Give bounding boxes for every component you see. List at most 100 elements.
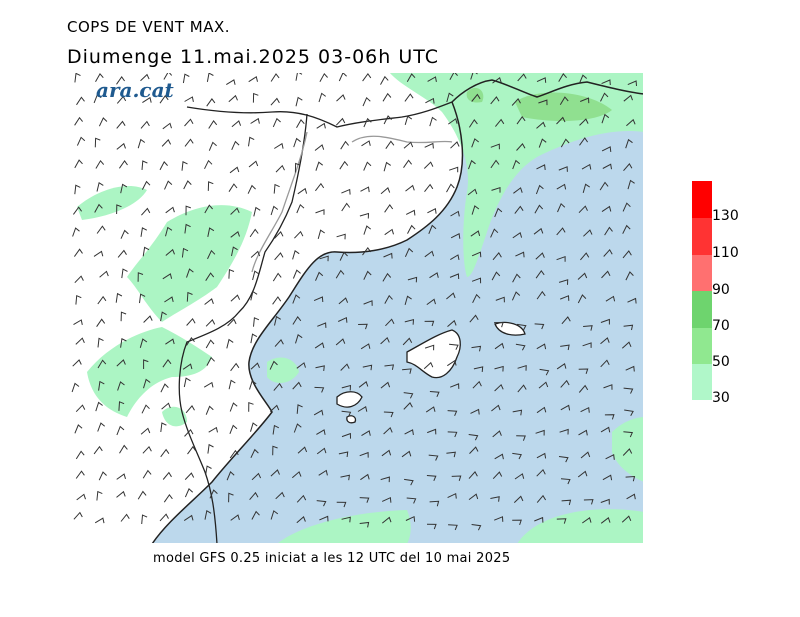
wind-barb (94, 203, 103, 213)
balearic-islands (336, 321, 526, 424)
wind-barb (253, 206, 261, 217)
wind-barb (381, 496, 392, 503)
wind-barb (623, 387, 634, 394)
wind-barb (360, 473, 370, 481)
wind-barb (512, 159, 521, 170)
wind-barb (577, 294, 587, 304)
wind-barb (96, 490, 103, 501)
wind-barb (250, 117, 260, 124)
wind-barb (140, 427, 151, 435)
wind-barb (447, 359, 457, 367)
wind-barb (357, 406, 368, 412)
wind-barb (186, 291, 193, 302)
wind-barb (96, 182, 104, 192)
ara-cat-logo: ara.cat (96, 78, 174, 102)
wind-barb (472, 293, 481, 304)
wind-barb (622, 448, 633, 456)
wind-barb (625, 138, 633, 149)
wind-barb (116, 120, 126, 129)
wind-barb (427, 208, 437, 214)
wind-barb (404, 295, 412, 306)
wind-barb (536, 343, 547, 350)
gust-zone-west-2 (127, 205, 252, 322)
wind-barb (492, 76, 502, 84)
wind-barb (494, 453, 504, 460)
wind-barb (274, 252, 284, 261)
wind-barb (578, 384, 589, 393)
wind-barb (577, 272, 588, 280)
wind-barb (182, 73, 190, 84)
wind-barb (446, 183, 455, 193)
legend-band-50 (692, 364, 712, 400)
wind-barb (291, 471, 302, 479)
gust-legend (692, 181, 712, 400)
wind-barb (272, 445, 278, 456)
wind-barb (403, 159, 412, 168)
legend-band-70 (692, 328, 712, 364)
wind-barb (341, 188, 351, 195)
map-title: COPS DE VENT MAX. (67, 18, 231, 36)
wind-barb (515, 251, 525, 258)
wind-barb (423, 361, 434, 370)
wind-barb (382, 272, 392, 282)
wind-barb (517, 365, 527, 371)
wind-barb (535, 252, 545, 260)
gust-zone-west-3 (87, 327, 212, 417)
wind-barb (536, 406, 547, 414)
wind-barb (601, 146, 612, 152)
wind-barb (558, 279, 569, 285)
wind-barb (183, 377, 191, 388)
wind-barb (426, 475, 437, 481)
wind-barb (469, 446, 479, 454)
wind-barb (425, 406, 436, 413)
wind-barb (580, 97, 590, 104)
wind-barb (141, 207, 151, 216)
wind-barb (93, 250, 104, 257)
wind-barb (404, 93, 414, 102)
wind-barb (468, 493, 479, 500)
wind-barb (446, 92, 454, 103)
wind-barb (383, 115, 392, 125)
wind-barb (274, 142, 284, 149)
wind-barb (363, 117, 372, 128)
wind-barb (162, 471, 172, 480)
wind-barb (137, 138, 146, 149)
wind-barb (270, 73, 280, 82)
wind-barb (75, 337, 85, 345)
wind-barb (403, 141, 414, 149)
wind-barb (405, 515, 416, 522)
wind-barb (470, 408, 480, 415)
wind-barb (578, 74, 588, 84)
coastline (151, 101, 464, 544)
legend-band-110 (692, 255, 712, 291)
wind-barb (516, 435, 526, 441)
gust-zone-south-2 (517, 509, 644, 544)
wind-barb (491, 187, 501, 193)
wind-barb (513, 187, 523, 194)
wind-barb (627, 80, 637, 87)
wind-barb (184, 223, 191, 234)
wind-barb (207, 181, 214, 191)
wind-barb (406, 497, 417, 504)
wind-barb (313, 409, 324, 416)
wind-barb (250, 250, 261, 258)
legend-label-110: 110 (712, 245, 739, 261)
wind-barb (495, 296, 505, 303)
wind-barb (471, 277, 482, 284)
wind-barb (137, 272, 144, 282)
wind-barb (450, 233, 461, 239)
wind-barb (600, 359, 610, 368)
wind-barb (318, 92, 326, 103)
wind-barb (162, 358, 172, 368)
wind-barb (600, 426, 611, 433)
wind-barb (164, 296, 174, 303)
wind-barb (184, 488, 194, 498)
wind-barb (252, 92, 259, 103)
wind-barb (424, 183, 434, 193)
wind-barb (139, 293, 146, 304)
wind-barb (160, 383, 169, 393)
wind-barb (315, 182, 325, 192)
wind-barb (296, 119, 305, 128)
wind-barb (385, 140, 395, 149)
wind-barb (362, 96, 371, 107)
